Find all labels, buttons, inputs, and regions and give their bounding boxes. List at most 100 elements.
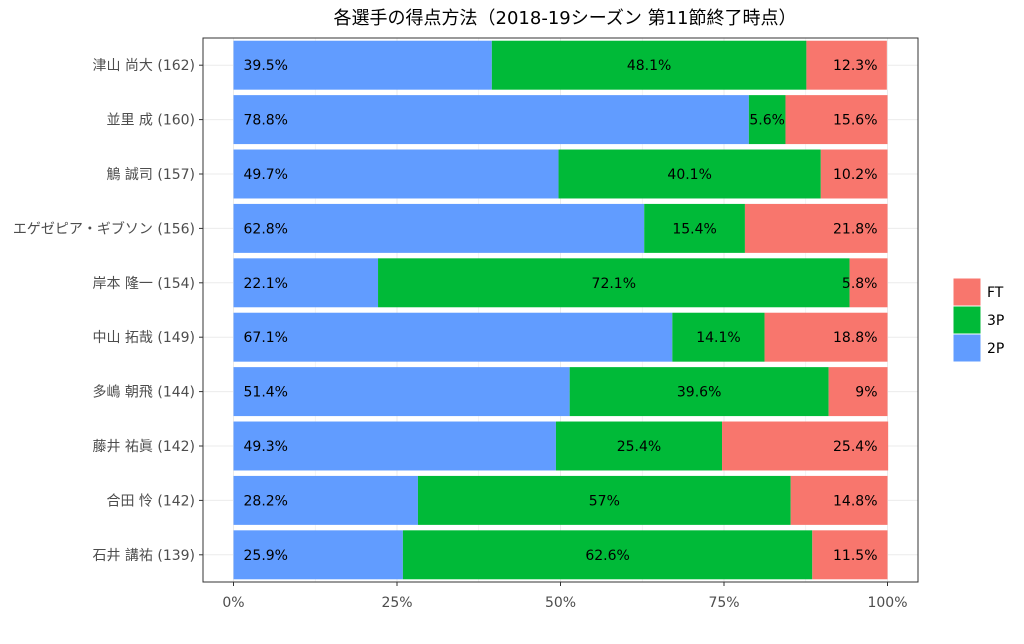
bar-3p bbox=[491, 40, 807, 90]
bar-2p bbox=[233, 149, 559, 199]
legend-swatch-ft bbox=[952, 277, 982, 307]
x-axis: 0% 25% 50% 75% 100% bbox=[222, 582, 908, 611]
data-label-ft: 14.8% bbox=[833, 493, 877, 509]
bar-stack-8: 49.3% 25.4% 25.4% bbox=[233, 421, 889, 471]
bar-ft bbox=[812, 530, 888, 580]
y-tick-label: 津山 尚大 (162) bbox=[92, 58, 195, 74]
bar-ft bbox=[849, 258, 888, 308]
data-label-2p: 51.4% bbox=[244, 385, 288, 401]
data-label-2p: 49.7% bbox=[244, 167, 288, 183]
data-label-3p: 57% bbox=[589, 493, 620, 509]
legend-label: 2P bbox=[987, 341, 1004, 357]
data-label-2p: 25.9% bbox=[244, 548, 288, 564]
data-label-2p: 67.1% bbox=[244, 330, 288, 346]
data-label-2p: 62.8% bbox=[244, 221, 288, 237]
y-tick-label: 石井 講祐 (139) bbox=[92, 548, 195, 564]
bar-2p bbox=[233, 40, 492, 90]
data-label-3p: 14.1% bbox=[696, 330, 740, 346]
bar-ft bbox=[790, 475, 888, 525]
bar-ft bbox=[820, 149, 888, 199]
bar-2p bbox=[233, 258, 379, 308]
bar-2p bbox=[233, 95, 749, 145]
bar-stack-2: 78.8% 5.6% 15.6% bbox=[233, 95, 888, 145]
bar-2p bbox=[233, 475, 418, 525]
bar-stack-9: 28.2% 57% 14.8% bbox=[233, 475, 888, 525]
bar-3p bbox=[748, 95, 786, 145]
bar-2p bbox=[233, 203, 645, 253]
bar-3p bbox=[417, 475, 791, 525]
data-label-ft: 12.3% bbox=[833, 58, 877, 74]
bar-3p bbox=[555, 421, 723, 471]
x-tick-label: 75% bbox=[708, 595, 739, 611]
bar-ft bbox=[744, 203, 888, 253]
bar-2p bbox=[233, 530, 403, 580]
data-label-ft: 25.4% bbox=[833, 439, 877, 455]
bar-ft bbox=[806, 40, 887, 90]
chart-title: 各選手の得点方法（2018-19シーズン 第11節終了時点） bbox=[334, 8, 797, 29]
bar-stack-5: 22.1% 72.1% 5.8% bbox=[233, 258, 888, 308]
legend: FT 3P 2P bbox=[952, 277, 1004, 363]
data-label-2p: 22.1% bbox=[244, 276, 288, 292]
bar-3p bbox=[558, 149, 821, 199]
data-label-3p: 48.1% bbox=[627, 58, 671, 74]
bar-stack-6: 67.1% 14.1% 18.8% bbox=[233, 312, 888, 362]
panel-border bbox=[202, 37, 919, 583]
data-label-3p: 15.4% bbox=[672, 221, 716, 237]
legend-swatch-3p bbox=[952, 305, 982, 335]
bar-3p bbox=[569, 367, 829, 417]
data-label-ft: 9% bbox=[855, 385, 877, 401]
y-tick-label: 鵤 誠司 (157) bbox=[106, 167, 195, 183]
data-label-3p: 25.4% bbox=[617, 439, 661, 455]
legend-item-2p: 2P bbox=[952, 333, 1004, 363]
bar-ft bbox=[764, 312, 888, 362]
x-tick-label: 0% bbox=[222, 595, 244, 611]
data-label-3p: 62.6% bbox=[585, 548, 629, 564]
y-tick-label: 多嶋 朝飛 (144) bbox=[92, 384, 195, 401]
data-label-ft: 15.6% bbox=[833, 113, 877, 129]
bar-stack-3: 49.7% 40.1% 10.2% bbox=[233, 149, 888, 199]
data-label-3p: 39.6% bbox=[677, 385, 721, 401]
data-label-2p: 78.8% bbox=[244, 113, 288, 129]
y-tick-label: 中山 拓哉 (149) bbox=[92, 330, 195, 346]
y-tick-label: 合田 怜 (142) bbox=[106, 493, 195, 509]
data-label-3p: 72.1% bbox=[592, 276, 636, 292]
bar-stack-4: 62.8% 15.4% 21.8% bbox=[233, 203, 888, 253]
bar-3p bbox=[672, 312, 765, 362]
bar-stack-group: 39.5% 48.1% 12.3% 78.8% 5.6% 15.6% 49.7% 40.1% 1… bbox=[233, 40, 889, 580]
bar-ft bbox=[828, 367, 888, 417]
y-tick-label: 藤井 祐眞 (142) bbox=[92, 439, 195, 455]
bar-3p bbox=[378, 258, 850, 308]
legend-item-3p: 3P bbox=[952, 305, 1004, 335]
y-axis: 津山 尚大 (162) 並里 成 (160) 鵤 誠司 (157) エゲゼピア・ギブソ… bbox=[13, 58, 203, 564]
bar-3p bbox=[402, 530, 813, 580]
data-label-ft: 11.5% bbox=[833, 548, 877, 564]
legend-swatch-2p bbox=[952, 333, 982, 363]
legend-item-ft: FT bbox=[952, 277, 1004, 307]
data-label-ft: 21.8% bbox=[833, 221, 877, 237]
y-tick-label: エゲゼピア・ギブソン (156) bbox=[13, 220, 195, 237]
y-tick-label: 並里 成 (160) bbox=[106, 113, 195, 129]
y-tick-label: 岸本 隆一 (154) bbox=[92, 276, 195, 292]
data-label-ft: 18.8% bbox=[833, 330, 877, 346]
legend-label: FT bbox=[987, 285, 1004, 301]
bar-ft bbox=[785, 95, 888, 145]
bar-2p bbox=[233, 367, 570, 417]
bar-2p bbox=[233, 421, 556, 471]
x-tick-label: 100% bbox=[867, 595, 907, 611]
bar-stack-10: 25.9% 62.6% 11.5% bbox=[233, 530, 888, 580]
x-tick-label: 25% bbox=[381, 595, 412, 611]
x-tick-label: 50% bbox=[545, 595, 576, 611]
bar-3p bbox=[644, 203, 745, 253]
data-label-2p: 39.5% bbox=[244, 58, 288, 74]
bar-stack-7: 51.4% 39.6% 9% bbox=[233, 367, 888, 417]
data-label-ft: 5.8% bbox=[842, 276, 878, 292]
legend-label: 3P bbox=[987, 313, 1004, 329]
bar-2p bbox=[233, 312, 673, 362]
data-label-3p: 40.1% bbox=[667, 167, 711, 183]
bar-stack-1: 39.5% 48.1% 12.3% bbox=[233, 40, 887, 90]
data-label-2p: 49.3% bbox=[244, 439, 288, 455]
data-label-2p: 28.2% bbox=[244, 493, 288, 509]
bar-ft bbox=[722, 421, 889, 471]
